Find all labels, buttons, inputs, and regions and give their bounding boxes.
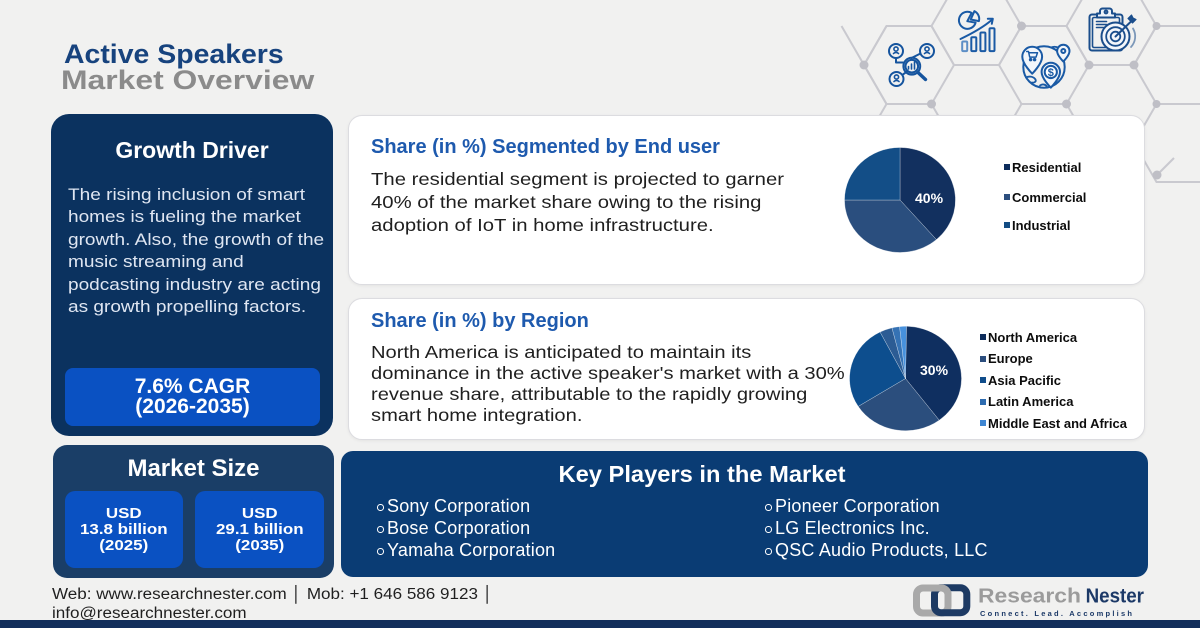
- svg-text:Connect. Lead. Accomplish: Connect. Lead. Accomplish: [980, 609, 1134, 618]
- svg-text:Research: Research: [978, 586, 1081, 608]
- svg-text:$: $: [1048, 67, 1054, 79]
- svg-text:Nester: Nester: [1086, 586, 1145, 608]
